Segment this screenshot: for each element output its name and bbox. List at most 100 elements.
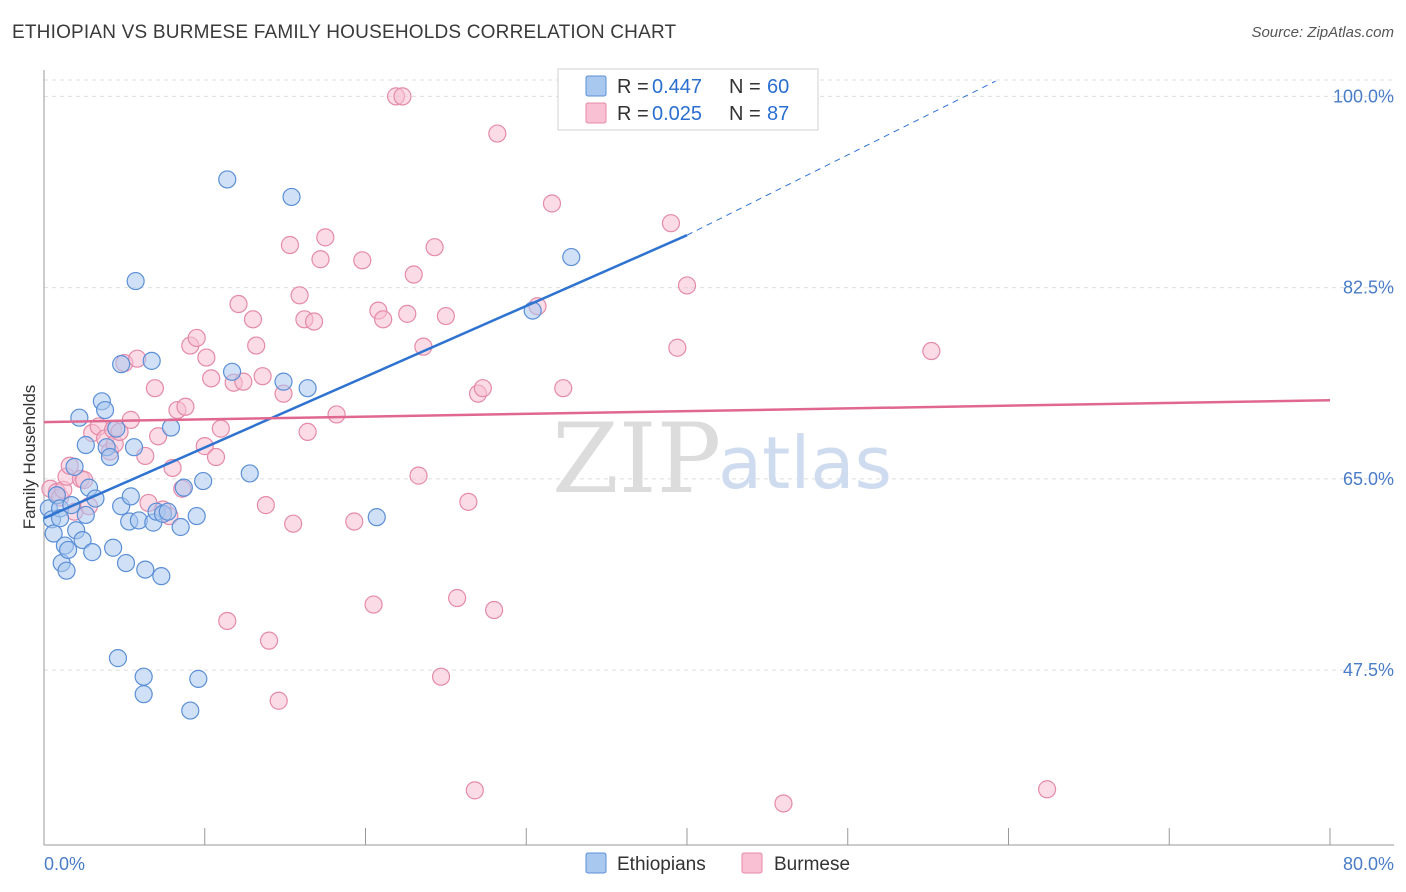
burmese-point <box>473 379 492 398</box>
burmese-point <box>353 251 372 270</box>
y-tick-label: 82.5% <box>1343 278 1394 298</box>
burmese-point <box>922 341 941 361</box>
ethiopian-point <box>181 701 200 720</box>
ethiopian-point <box>57 561 76 580</box>
burmese-point <box>298 422 317 441</box>
burmese-point <box>269 691 288 710</box>
ethiopian-point <box>187 506 206 526</box>
y-axis-title: Family Households <box>20 385 39 530</box>
burmese-point <box>1037 780 1057 799</box>
ethiopian-point <box>152 567 171 586</box>
ethiopian-point <box>100 447 120 467</box>
burmese-point <box>398 304 417 323</box>
burmese-point <box>229 294 248 314</box>
watermark-zip: ZIP <box>552 403 721 515</box>
ethiopians-trendline-extension <box>686 80 996 236</box>
burmese-point <box>211 419 230 438</box>
legend-burmese-r-value: 0.025 <box>652 103 702 125</box>
burmese-point <box>465 781 484 800</box>
legend-ethiopians-r-value: 0.447 <box>652 76 702 98</box>
burmese-point <box>374 310 393 329</box>
burmese-point <box>554 379 573 398</box>
burmese-trendline <box>43 398 1331 424</box>
y-tick-labels: 47.5% 65.0% 82.5% 100.0% <box>1333 86 1394 680</box>
burmese-point <box>393 87 412 106</box>
legend-ethiopians-r-label: R = <box>617 76 649 98</box>
y-tick-label: 47.5% <box>1343 660 1394 680</box>
burmese-point <box>206 447 226 467</box>
ethiopian-point <box>73 530 92 550</box>
bottom-legend-burmese-swatch <box>741 852 763 874</box>
legend-ethiopians-n-value: 60 <box>767 76 789 98</box>
chart-title: ETHIOPIAN VS BURMESE FAMILY HOUSEHOLDS C… <box>12 22 677 43</box>
ethiopian-point <box>59 540 78 560</box>
legend-burmese-r-label: R = <box>617 103 649 125</box>
burmese-point <box>176 397 195 416</box>
burmese-point <box>448 588 467 608</box>
burmese-point <box>542 194 562 213</box>
bottom-legend-burmese-label: Burmese <box>774 854 850 875</box>
burmese-point <box>218 611 237 631</box>
legend: R = 0.447 N = 60 R = 0.025 N = 87 <box>557 68 819 131</box>
burmese-point <box>364 595 383 614</box>
ethiopian-point <box>367 508 386 527</box>
ethiopian-point <box>174 478 193 497</box>
x-ticks <box>43 828 1331 845</box>
ethiopian-point <box>282 187 301 207</box>
watermark: ZIP atlas <box>552 403 892 515</box>
burmese-point <box>345 512 364 531</box>
burmese-point <box>187 328 206 348</box>
ethiopian-point <box>76 435 95 455</box>
burmese-point <box>256 496 275 515</box>
ethiopian-point <box>121 487 140 506</box>
burmese-point <box>485 600 504 620</box>
ethiopian-point <box>126 271 145 291</box>
legend-ethiopians-swatch <box>585 75 607 97</box>
legend-burmese-n-label: N = <box>729 103 761 125</box>
burmese-point <box>280 235 300 255</box>
ethiopian-point <box>134 667 153 686</box>
burmese-point <box>316 228 335 247</box>
ethiopian-point <box>44 524 63 543</box>
trendlines <box>43 80 1331 520</box>
ethiopian-point <box>562 247 581 267</box>
burmese-point <box>431 667 451 686</box>
burmese-point <box>149 427 168 446</box>
burmese-point <box>404 265 423 284</box>
ethiopian-point <box>136 560 155 579</box>
burmese-point <box>243 310 263 329</box>
ethiopian-point <box>134 685 153 704</box>
source-label: Source: ZipAtlas.com <box>1251 24 1394 41</box>
ethiopian-point <box>298 379 317 398</box>
ethiopian-point <box>83 543 102 562</box>
burmese-point <box>197 348 216 367</box>
y-tick-label: 100.0% <box>1333 86 1394 106</box>
ethiopian-point <box>142 351 161 370</box>
legend-burmese-n-value: 87 <box>767 103 789 125</box>
burmese-point <box>459 492 478 511</box>
burmese-point <box>661 214 681 233</box>
ethiopian-point <box>218 170 237 189</box>
ethiopian-point <box>76 505 95 525</box>
ethiopian-point <box>116 553 136 573</box>
burmese-point <box>774 794 793 813</box>
ethiopians-trendline <box>43 234 688 520</box>
ethiopian-point <box>189 669 208 688</box>
ethiopian-point <box>161 418 181 437</box>
x-tick-label-left: 0.0% <box>44 854 85 874</box>
burmese-point <box>327 405 346 424</box>
legend-burmese-swatch <box>585 102 607 124</box>
burmese-point <box>409 466 428 485</box>
burmese-point <box>304 312 324 331</box>
ethiopian-point <box>65 457 84 476</box>
burmese-point <box>311 250 330 269</box>
ethiopian-point <box>112 355 131 374</box>
burmese-point <box>284 514 303 533</box>
ethiopian-point <box>240 464 259 483</box>
ethiopian-point <box>107 419 126 438</box>
burmese-point <box>677 276 697 295</box>
burmese-point <box>488 124 507 143</box>
ethiopian-points <box>39 170 581 720</box>
burmese-point <box>668 338 687 357</box>
bottom-legend-ethiopians-swatch <box>585 852 607 874</box>
